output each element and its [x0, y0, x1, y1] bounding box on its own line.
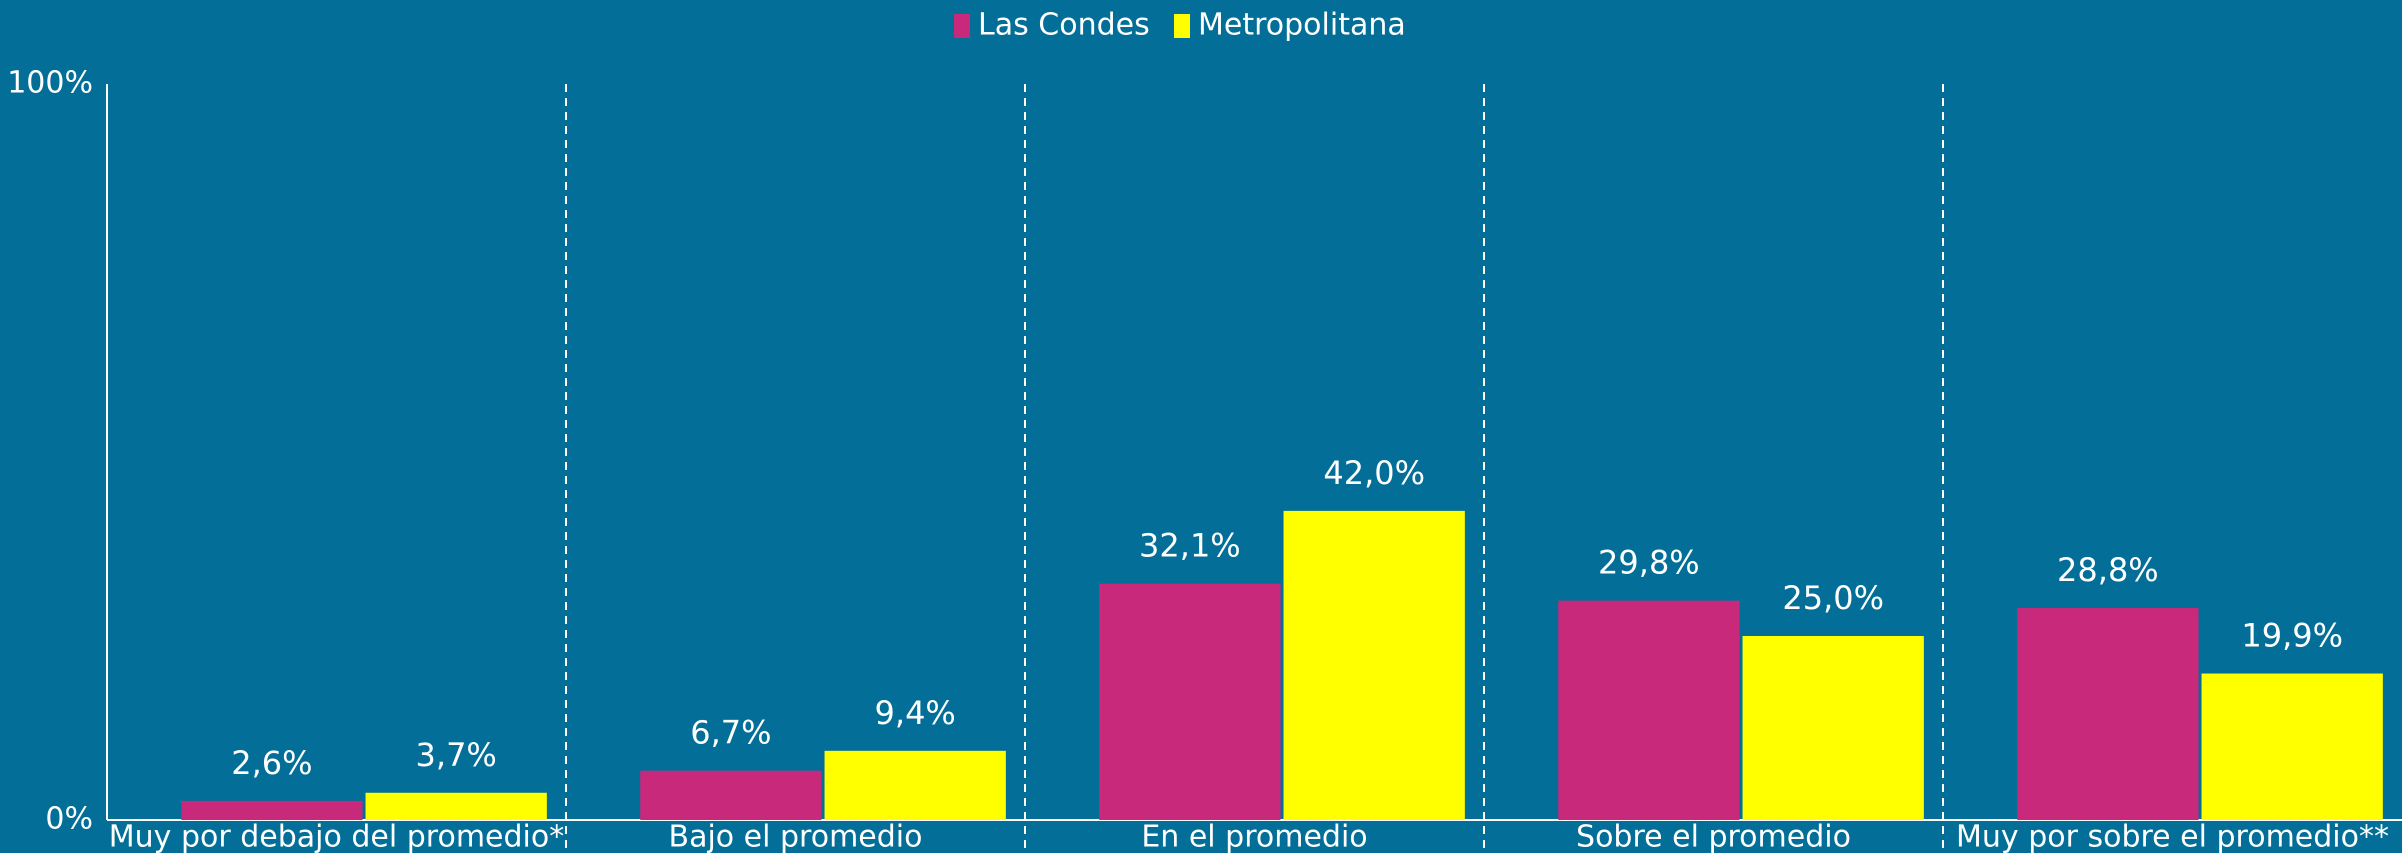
value-label: 19,9% — [2241, 617, 2343, 655]
value-label: 3,7% — [416, 736, 497, 774]
legend-label: Metropolitana — [1198, 8, 1406, 43]
legend-swatch — [1174, 14, 1190, 38]
value-label: 42,0% — [1323, 454, 1425, 492]
legend-swatch — [954, 14, 970, 38]
x-tick-label: Muy por debajo del promedio* — [109, 820, 564, 853]
bar — [1742, 636, 1924, 820]
value-label: 9,4% — [875, 694, 956, 732]
value-label: 28,8% — [2057, 551, 2159, 589]
value-label: 2,6% — [231, 744, 312, 782]
value-label: 6,7% — [690, 714, 771, 752]
bar — [365, 792, 547, 820]
bar — [1283, 510, 1465, 820]
bar — [181, 800, 363, 820]
x-tick-label: Bajo el promedio — [668, 820, 922, 853]
x-tick-label: Sobre el promedio — [1576, 820, 1851, 853]
bar — [2201, 673, 2383, 820]
x-tick-label: En el promedio — [1141, 820, 1367, 853]
value-label: 25,0% — [1782, 579, 1884, 617]
y-tick-label: 0% — [45, 802, 93, 837]
x-tick-label: Muy por sobre el promedio** — [1956, 820, 2389, 853]
bar — [1099, 583, 1281, 820]
y-tick-label: 100% — [7, 66, 93, 101]
value-label: 32,1% — [1139, 527, 1241, 565]
legend-label: Las Condes — [978, 8, 1150, 43]
bar — [2017, 608, 2199, 820]
bar — [824, 750, 1006, 820]
bar — [1558, 600, 1740, 820]
value-label: 29,8% — [1598, 544, 1700, 582]
bar — [640, 770, 822, 820]
